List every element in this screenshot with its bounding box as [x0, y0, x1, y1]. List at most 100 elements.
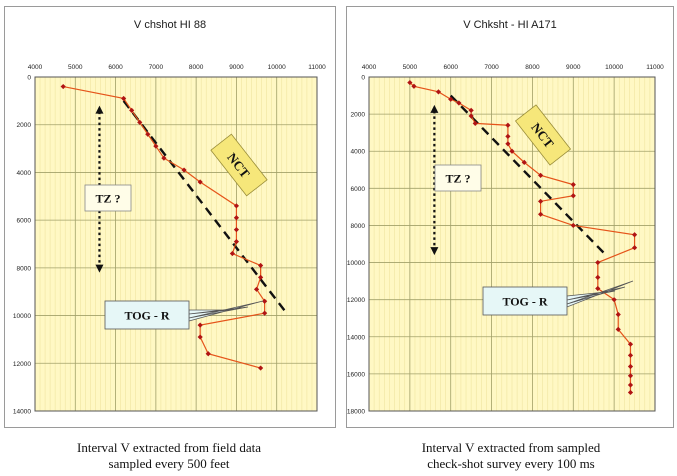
tog-label: TOG - R	[124, 309, 169, 323]
data-point	[407, 79, 413, 86]
x-tick-label: 7000	[149, 64, 164, 71]
tz-arrow-head-top	[95, 105, 104, 114]
data-point	[627, 373, 634, 379]
x-tick-label: 8000	[525, 64, 540, 71]
tz-arrow-head-top	[430, 104, 439, 113]
y-tick-label: 10000	[347, 260, 365, 267]
data-point	[627, 382, 634, 388]
chart-panel-right: V Chksht - HI A171 4000 5000 6000 7000 8000 9…	[346, 6, 674, 428]
nct-label-box	[514, 104, 572, 166]
x-tick-label: 10000	[605, 64, 623, 71]
chart-title: V Chksht - HI A171	[463, 19, 557, 31]
tog-label-box	[482, 286, 568, 316]
data-point	[60, 83, 66, 90]
data-point	[233, 239, 240, 245]
data-point	[595, 285, 601, 292]
y-tick-label: 2000	[17, 122, 32, 129]
data-point	[197, 179, 203, 185]
nct-label-box	[210, 133, 268, 197]
caption-line: sampled every 500 feet	[108, 456, 230, 471]
data-point	[153, 143, 159, 149]
tz-label: TZ ?	[445, 172, 470, 186]
data-point	[129, 107, 135, 113]
data-point	[509, 148, 515, 154]
y-tick-label: 14000	[347, 334, 365, 341]
tog-callout-pointer	[188, 300, 264, 322]
y-tick-label: 8000	[17, 265, 32, 272]
y-tick-label: 4000	[351, 149, 366, 156]
chart-left: 4000 5000 6000 7000 8000 9000 10000 11000 0 2000 4…	[13, 64, 326, 416]
tz-arrow-head-bottom	[430, 247, 439, 256]
data-point	[611, 297, 617, 303]
x-tick-label: 9000	[566, 64, 581, 71]
x-tick-label: 4000	[362, 64, 377, 71]
caption-line: Interval V extracted from field data	[77, 440, 261, 455]
data-point	[145, 131, 151, 137]
x-tick-label: 6000	[443, 64, 458, 71]
tog-label: TOG - R	[502, 295, 547, 309]
tz-label-box	[84, 184, 132, 212]
caption-right: Interval V extracted from sampled check-…	[346, 440, 676, 472]
data-point	[631, 232, 638, 238]
x-tick-label: 8000	[189, 64, 204, 71]
tz-arrow-head-bottom	[95, 264, 104, 273]
data-point	[627, 389, 634, 396]
plot-border	[368, 76, 656, 412]
data-point	[262, 298, 268, 304]
x-tick-label: 11000	[308, 64, 326, 71]
x-tick-label: 11000	[646, 64, 664, 71]
chart-right: 4000 5000 6000 7000 8000 9000 10000 11000 0 2000 4…	[347, 64, 664, 416]
data-point	[262, 310, 268, 316]
data-point	[205, 351, 211, 357]
data-point	[233, 215, 240, 221]
x-tick-label: 4000	[28, 64, 43, 71]
y-tick-label: 4000	[17, 170, 32, 177]
y-tick-label: 8000	[351, 223, 366, 230]
x-tick-label: 9000	[229, 64, 244, 71]
caption-left: Interval V extracted from field data sam…	[4, 440, 334, 472]
caption-line: Interval V extracted from sampled	[421, 440, 601, 455]
data-point	[121, 95, 127, 102]
data-point	[627, 352, 634, 358]
y-tick-label: 0	[361, 75, 365, 82]
x-tick-label: 6000	[108, 64, 123, 71]
y-tick-label: 6000	[351, 186, 366, 193]
x-tick-label: 5000	[68, 64, 83, 71]
x-tick-label: 5000	[403, 64, 418, 71]
data-point	[253, 286, 260, 292]
data-point	[258, 262, 264, 269]
data-point	[137, 119, 143, 125]
y-tick-label: 2000	[351, 112, 366, 119]
data-point	[570, 193, 576, 199]
data-point	[521, 159, 527, 165]
data-point	[258, 274, 264, 280]
data-point	[233, 227, 240, 233]
data-point	[627, 363, 634, 370]
data-point	[570, 182, 576, 188]
data-point	[472, 120, 478, 126]
y-tick-label: 18000	[347, 409, 365, 416]
data-point	[570, 222, 576, 229]
data-point	[411, 83, 417, 89]
data-point	[615, 326, 621, 332]
y-tick-label: 0	[27, 75, 31, 82]
data-point	[631, 245, 638, 251]
y-tick-label: 12000	[347, 297, 365, 304]
y-tick-label: 14000	[13, 409, 31, 416]
data-point	[233, 203, 240, 209]
x-tick-label: 10000	[268, 64, 286, 71]
data-point	[627, 341, 634, 347]
chart-panel-left: V chshot HI 88 4000 5000 6000 7000 8000 9000 1…	[4, 6, 336, 428]
data-point	[161, 155, 167, 161]
data-point	[229, 250, 235, 257]
data-point	[197, 322, 203, 328]
tz-label: TZ ?	[95, 192, 120, 206]
y-tick-label: 16000	[347, 371, 365, 378]
y-tick-label: 12000	[13, 361, 31, 368]
y-tick-label: 6000	[17, 218, 32, 225]
data-point	[197, 334, 203, 340]
tog-callout-pointer	[566, 280, 634, 308]
y-tick-label: 10000	[13, 313, 31, 320]
data-point	[181, 167, 187, 173]
plot-border	[34, 76, 318, 412]
